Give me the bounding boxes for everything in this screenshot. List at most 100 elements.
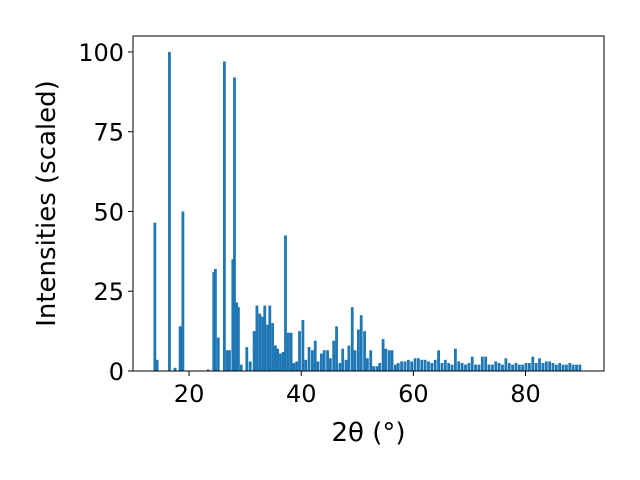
y-axis-label: Intensities (scaled) [32, 80, 62, 327]
bar-series [153, 51, 582, 372]
bar [517, 364, 521, 371]
bar [464, 364, 467, 371]
bar [568, 363, 572, 371]
bar [252, 331, 256, 371]
bar [443, 359, 447, 371]
x-tick-label: 20 [174, 380, 205, 408]
bar [222, 61, 226, 372]
bar [295, 361, 299, 371]
bar [359, 315, 363, 371]
bar [214, 268, 217, 371]
bar [365, 358, 369, 371]
bar [548, 361, 552, 371]
bar [474, 364, 477, 371]
bar [363, 331, 366, 371]
bar [307, 347, 311, 371]
x-axis: 20 40 60 80 [174, 371, 541, 408]
bar [311, 350, 314, 371]
bar [237, 307, 240, 371]
bar [292, 363, 296, 371]
bar [387, 350, 391, 371]
bar [561, 364, 565, 371]
bar [427, 361, 430, 371]
bar [369, 350, 373, 371]
bar [484, 356, 488, 371]
bar [507, 363, 511, 371]
plot-frame [132, 35, 605, 372]
bar [541, 363, 545, 371]
bar [571, 364, 575, 371]
bar [279, 353, 282, 371]
bar [178, 326, 182, 371]
bar [554, 364, 558, 371]
bar [335, 326, 338, 371]
y-tick-label: 50 [93, 198, 124, 226]
bar [396, 363, 400, 371]
bar [276, 348, 280, 371]
bar [248, 361, 252, 371]
bar [406, 359, 410, 371]
bar [228, 350, 231, 371]
bar [381, 339, 385, 371]
bar [350, 307, 354, 371]
bar [410, 361, 414, 371]
bar [332, 340, 336, 371]
bar [328, 358, 332, 371]
bar [497, 363, 501, 371]
bar [216, 337, 220, 371]
bar [173, 367, 177, 371]
bar [378, 363, 382, 371]
bar [538, 358, 541, 371]
bar [575, 364, 578, 371]
bar [454, 348, 457, 371]
bar [281, 351, 285, 371]
bar [289, 332, 293, 371]
bar [181, 211, 185, 371]
bar [338, 363, 342, 371]
bar [304, 359, 308, 371]
bar [235, 302, 239, 371]
bar [239, 364, 243, 371]
bar [430, 363, 434, 371]
bar [511, 364, 514, 371]
y-tick-label: 75 [93, 119, 124, 147]
bar [504, 358, 508, 371]
bar [341, 348, 345, 371]
bar [501, 364, 504, 371]
bar [261, 316, 264, 371]
bar [372, 366, 375, 371]
bar [433, 359, 437, 371]
x-axis-label: 2θ (°) [331, 418, 405, 448]
bar [521, 364, 525, 371]
bar [558, 363, 562, 371]
bar [534, 363, 538, 371]
bar [231, 259, 235, 371]
bar [255, 305, 259, 371]
bar [423, 359, 427, 371]
y-tick-label: 0 [109, 358, 124, 386]
bar [390, 350, 394, 371]
y-tick-label: 100 [78, 39, 124, 67]
x-tick-label: 80 [510, 380, 541, 408]
bar [417, 358, 420, 371]
bar [206, 369, 210, 371]
bar [551, 363, 555, 371]
bar [266, 324, 269, 371]
bar [245, 347, 249, 371]
bar [524, 363, 528, 371]
bar [514, 363, 518, 371]
bar [168, 51, 171, 371]
bar [320, 353, 323, 371]
bar [467, 363, 471, 371]
bar [322, 350, 326, 371]
bar [212, 272, 216, 371]
bar [460, 363, 464, 371]
bar [357, 329, 360, 371]
bar [313, 340, 317, 371]
bar [480, 356, 484, 371]
bar [457, 361, 461, 371]
y-axis: 0 25 50 75 100 [78, 39, 133, 386]
bar [375, 366, 379, 371]
x-tick-label: 40 [286, 380, 317, 408]
